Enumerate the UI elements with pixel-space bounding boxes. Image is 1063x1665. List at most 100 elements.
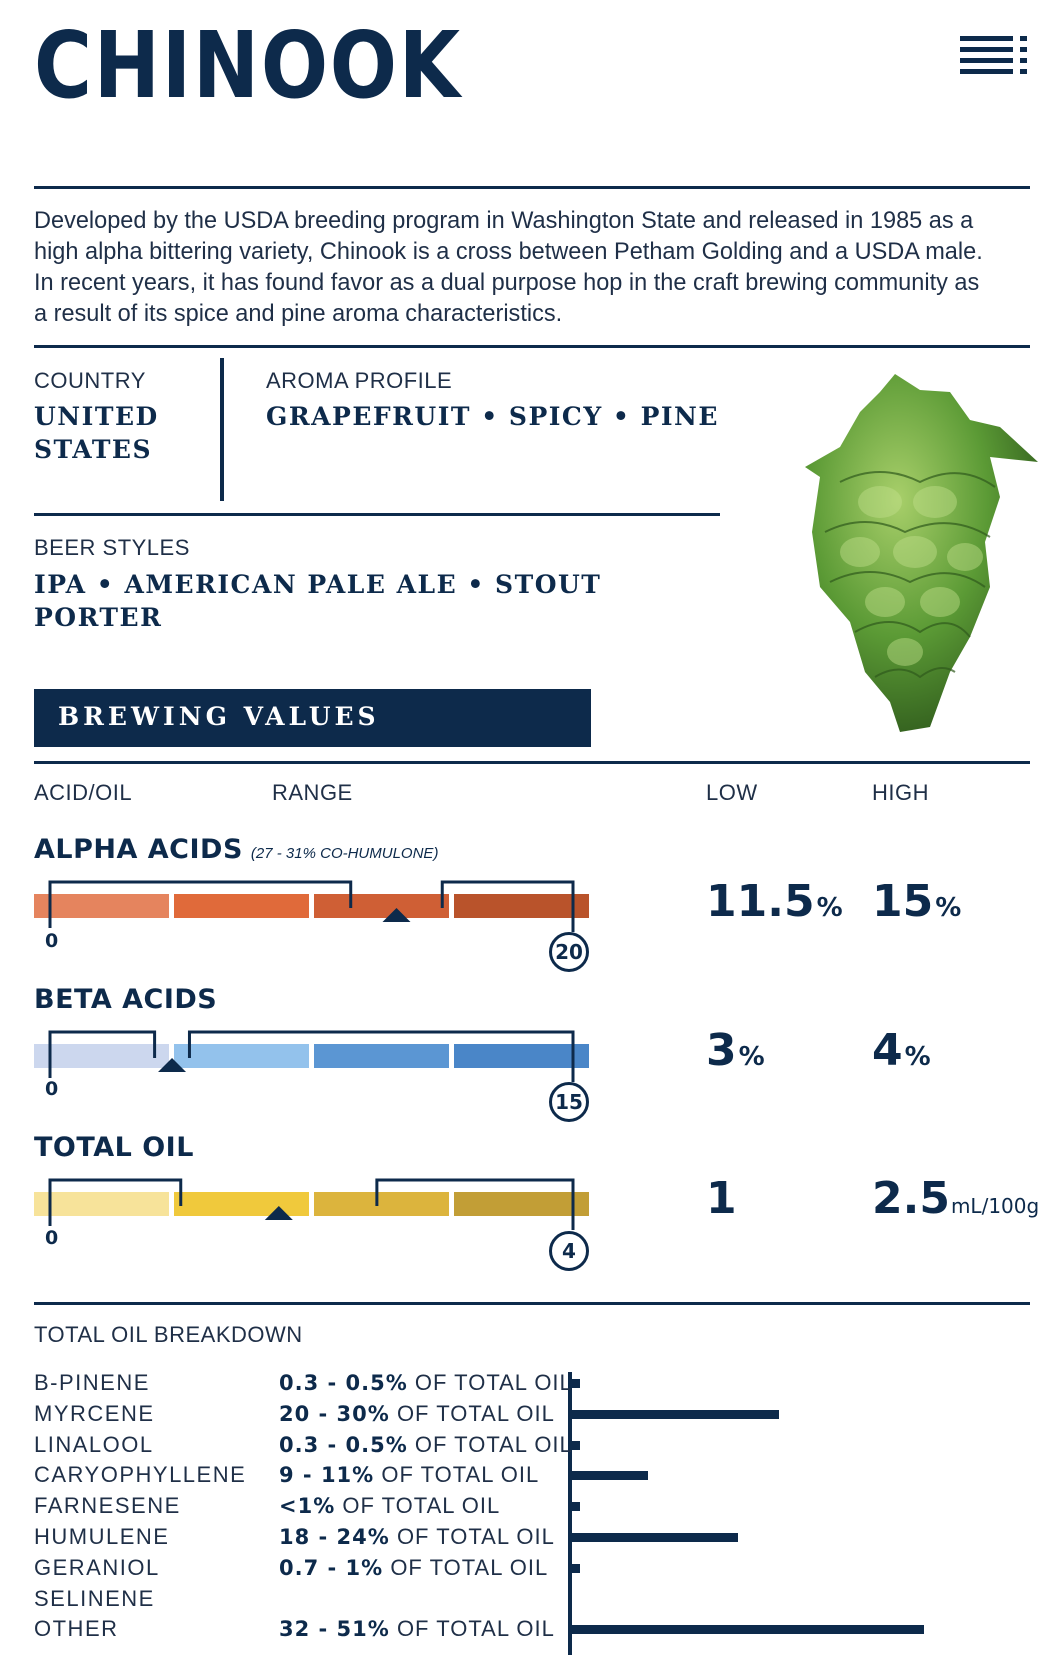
oil-percentage: 20 - 30% OF TOTAL OIL <box>279 1398 555 1430</box>
col-low-label: LOW <box>706 780 758 805</box>
high-value: 15% <box>872 876 962 927</box>
oil-breakdown-label: TOTAL OIL BREAKDOWN <box>34 1322 303 1347</box>
oil-bar <box>572 1563 580 1573</box>
low-value: 1 <box>706 1173 737 1224</box>
oil-name: FARNESENE <box>34 1493 181 1519</box>
gauge-segment <box>314 894 449 918</box>
oil-percentage: 18 - 24% OF TOTAL OIL <box>279 1521 555 1553</box>
gauge-segment <box>34 1044 169 1068</box>
oil-bar <box>572 1440 580 1450</box>
oil-suffix: OF TOTAL OIL <box>374 1462 540 1488</box>
oil-bar <box>572 1625 924 1635</box>
oil-bar <box>572 1502 580 1512</box>
beer-styles-value: IPA • AMERICAN PALE ALE • STOUT PORTER <box>34 570 602 632</box>
oil-range: 18 - 24% <box>279 1525 390 1549</box>
oil-suffix: OF TOTAL OIL <box>407 1370 573 1395</box>
divider <box>34 1302 1030 1305</box>
col-range-label: RANGE <box>272 780 353 805</box>
gauge-segment <box>34 1192 169 1216</box>
scale-max: 15 <box>549 1082 589 1122</box>
vertical-divider <box>220 358 224 501</box>
col-high-label: HIGH <box>872 780 929 805</box>
oil-axis <box>568 1372 572 1655</box>
oil-range: 0.3 - 0.5% <box>279 1371 408 1395</box>
oil-percentage: 9 - 11% OF TOTAL OIL <box>279 1459 539 1491</box>
scale-min: 0 <box>45 1078 59 1100</box>
oil-suffix: OF TOTAL OIL <box>389 1616 555 1642</box>
oil-suffix: OF TOTAL OIL <box>335 1493 501 1519</box>
acid-row-name: ALPHA ACIDS (27 - 31% CO-HUMULONE) <box>34 834 439 865</box>
oil-percentage: 0.7 - 1% OF TOTAL OIL <box>279 1552 548 1584</box>
oil-percentage: 0.3 - 0.5% OF TOTAL OIL <box>279 1429 573 1461</box>
oil-range: 0.3 - 0.5% <box>279 1432 408 1457</box>
aroma-label: AROMA PROFILE <box>266 368 453 393</box>
oil-name: CARYOPHYLLENE <box>34 1462 247 1488</box>
oil-percentage: 0.3 - 0.5% OF TOTAL OIL <box>279 1367 573 1399</box>
scale-min: 0 <box>45 1227 59 1249</box>
oil-range: 32 - 51% <box>279 1617 390 1642</box>
gauge-bracket-left <box>48 1178 183 1226</box>
oil-range: 20 - 30% <box>279 1401 390 1426</box>
oil-name: B-PINENE <box>34 1370 150 1395</box>
beer-styles-label: BEER STYLES <box>34 535 190 560</box>
divider <box>34 345 1030 348</box>
gauge-segment <box>174 1044 309 1068</box>
oil-name: LINALOOL <box>34 1431 154 1457</box>
range-gauge <box>34 1178 589 1238</box>
gauge-segment <box>454 1044 589 1068</box>
page-title: CHINOOK <box>34 12 462 119</box>
acid-row-name: TOTAL OIL <box>34 1132 194 1163</box>
high-value: 4% <box>872 1025 931 1076</box>
oil-name: MYRCENE <box>34 1400 155 1426</box>
oil-suffix: OF TOTAL OIL <box>407 1431 573 1457</box>
gauge-segment <box>454 1192 589 1216</box>
oil-bar <box>572 1379 580 1388</box>
oil-bar <box>572 1409 779 1419</box>
aroma-value: GRAPEFRUIT • SPICY • PINE <box>266 402 719 431</box>
gauge-segment <box>174 894 309 918</box>
scale-max: 4 <box>549 1231 589 1271</box>
oil-suffix: OF TOTAL OIL <box>389 1400 555 1426</box>
oil-percentage: <1% OF TOTAL OIL <box>279 1490 500 1522</box>
hop-cone-image <box>805 374 1038 732</box>
oil-name: OTHER <box>34 1616 119 1642</box>
gauge-bracket-right <box>187 1030 575 1082</box>
oil-suffix: OF TOTAL OIL <box>383 1554 549 1580</box>
divider <box>34 186 1030 189</box>
country-value: UNITED STATES <box>34 402 159 464</box>
oil-bar <box>572 1533 738 1542</box>
gauge-segment <box>314 1044 449 1068</box>
gauge-marker <box>382 908 411 922</box>
divider <box>34 761 1030 764</box>
scale-min: 0 <box>45 930 59 952</box>
range-gauge <box>34 880 589 940</box>
gauge-bracket-left <box>48 1030 157 1078</box>
country-label: COUNTRY <box>34 368 146 393</box>
gauge-segment <box>454 894 589 918</box>
gauge-segment <box>34 894 169 918</box>
gauge-bracket-right <box>440 880 575 932</box>
oil-name: SELINENE <box>34 1585 155 1611</box>
acid-row-name: BETA ACIDS <box>34 984 218 1015</box>
col-acid-label: ACID/OIL <box>34 780 133 805</box>
high-value: 2.5mL/100g <box>872 1173 1040 1224</box>
range-gauge <box>34 1030 589 1090</box>
menu-icon[interactable] <box>960 36 1030 76</box>
scale-max: 20 <box>549 932 589 972</box>
oil-suffix: OF TOTAL OIL <box>389 1524 555 1549</box>
oil-name: HUMULENE <box>34 1524 170 1549</box>
oil-percentage: 32 - 51% OF TOTAL OIL <box>279 1613 555 1645</box>
gauge-marker <box>158 1058 187 1072</box>
divider <box>34 513 720 516</box>
oil-bar <box>572 1471 648 1481</box>
gauge-segment <box>314 1192 449 1216</box>
brewing-values-banner: BREWING VALUES <box>34 689 591 747</box>
gauge-bracket-left <box>48 880 353 928</box>
low-value: 3% <box>706 1025 765 1076</box>
oil-range: 9 - 11% <box>279 1463 375 1488</box>
gauge-bracket-right <box>375 1178 575 1230</box>
gauge-segment <box>174 1192 309 1216</box>
gauge-marker <box>264 1206 293 1220</box>
description: Developed by the USDA breeding program i… <box>34 207 983 327</box>
oil-range: <1% <box>279 1494 336 1519</box>
